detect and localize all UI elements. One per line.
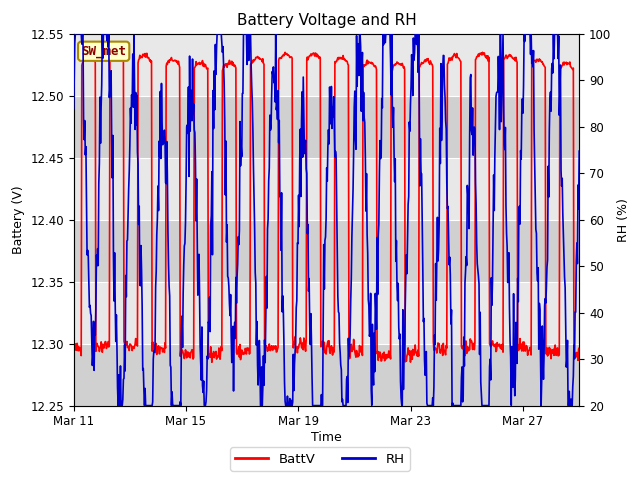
Title: Battery Voltage and RH: Battery Voltage and RH — [237, 13, 416, 28]
Y-axis label: Battery (V): Battery (V) — [12, 185, 25, 254]
Bar — [74, 34, 579, 96]
Bar — [74, 282, 579, 344]
Legend: BattV, RH: BattV, RH — [230, 447, 410, 471]
Bar — [74, 157, 579, 220]
Y-axis label: RH (%): RH (%) — [617, 198, 630, 241]
Bar — [74, 344, 579, 406]
X-axis label: Time: Time — [311, 431, 342, 444]
Bar — [74, 96, 579, 157]
Text: SW_met: SW_met — [81, 45, 126, 58]
Bar — [74, 219, 579, 282]
